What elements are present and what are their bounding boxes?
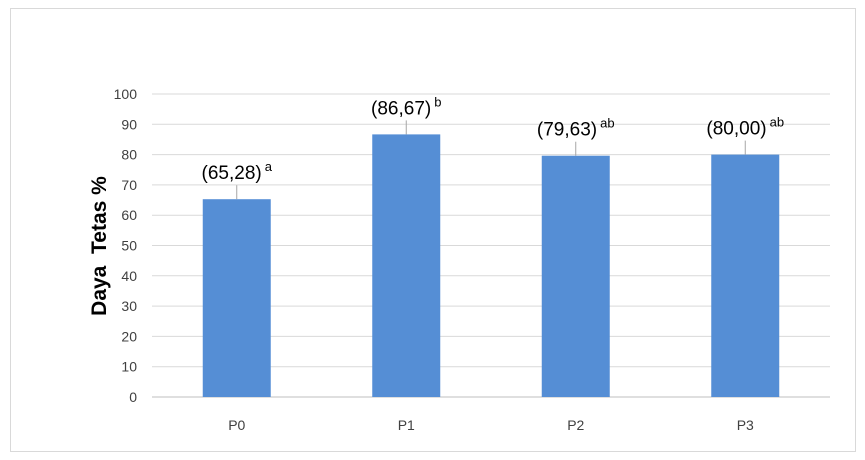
- data-label: (86,67) b: [371, 94, 441, 119]
- x-tick-label: P0: [228, 417, 245, 433]
- x-tick-label: P1: [398, 417, 415, 433]
- y-tick-label: 40: [121, 268, 137, 284]
- x-tick-label: P2: [567, 417, 584, 433]
- bar-p0: [202, 199, 271, 397]
- y-tick-label: 60: [121, 207, 137, 223]
- y-tick-label: 90: [121, 116, 137, 132]
- y-tick-label: 20: [121, 328, 137, 344]
- x-tick-labels: P0 P1 P2 P3: [228, 417, 754, 433]
- y-tick-label: 70: [121, 177, 137, 193]
- bars: [202, 134, 780, 397]
- x-tick-label: P3: [737, 417, 754, 433]
- y-tick-label: 50: [121, 238, 137, 254]
- data-label: (65,28) a: [202, 159, 273, 184]
- data-labels: (65,28) a (86,67) b (79,63) ab (80,00) ab: [202, 94, 784, 200]
- y-tick-label: 0: [129, 389, 137, 405]
- y-axis-label: Daya Tetas %: [88, 176, 111, 316]
- y-tick-label: 10: [121, 359, 137, 375]
- y-tick-label: 80: [121, 147, 137, 163]
- data-label: (79,63) ab: [537, 116, 615, 141]
- data-label: (80,00) ab: [706, 115, 784, 140]
- bar-p2: [541, 155, 610, 397]
- y-tick-labels: 0 10 20 30 40 50 60 70 80 90 100: [114, 86, 138, 405]
- bar-p1: [372, 134, 441, 397]
- y-tick-label: 30: [121, 298, 137, 314]
- bar-p3: [711, 154, 780, 397]
- y-tick-label: 100: [114, 86, 138, 102]
